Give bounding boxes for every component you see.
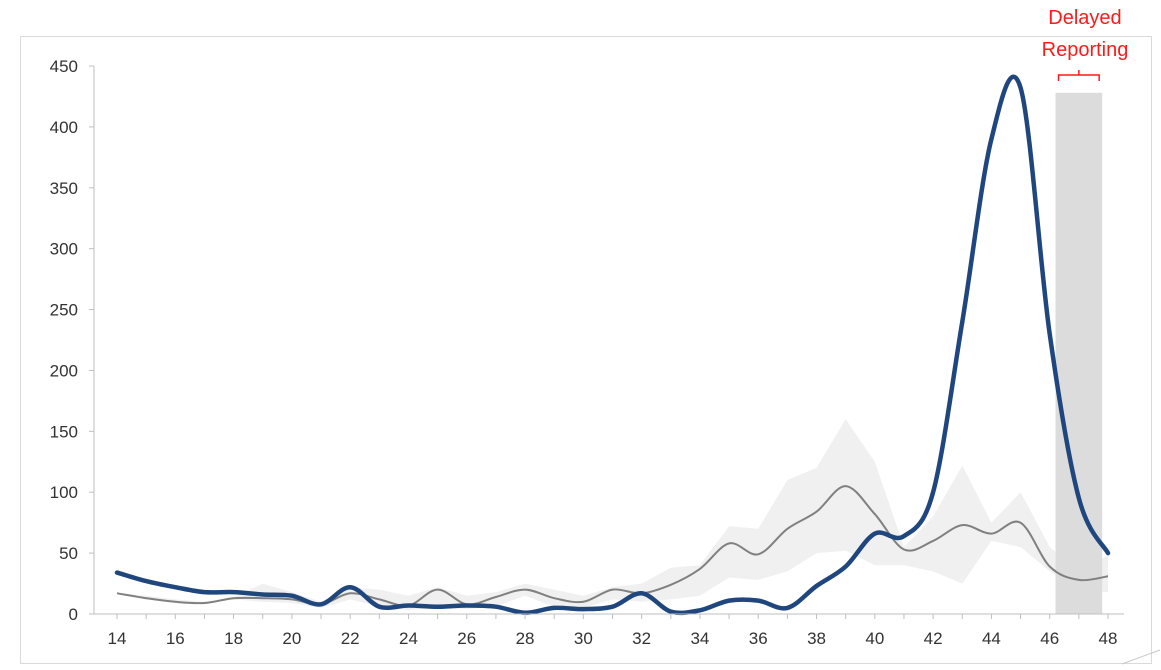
range-band bbox=[117, 419, 1108, 611]
x-tick-label: 32 bbox=[632, 629, 651, 648]
axes bbox=[93, 66, 1124, 615]
series-layer bbox=[114, 74, 1111, 616]
x-tick-label: 44 bbox=[982, 629, 1001, 648]
corner-decoration bbox=[1121, 649, 1161, 665]
chart-frame bbox=[20, 36, 1152, 664]
x-tick-label: 36 bbox=[749, 629, 768, 648]
x-tick-label: 42 bbox=[924, 629, 943, 648]
x-tick-label: 22 bbox=[341, 629, 360, 648]
x-tick-label: 46 bbox=[1040, 629, 1059, 648]
x-tick-label: 14 bbox=[108, 629, 127, 648]
y-tick-label: 250 bbox=[50, 301, 78, 320]
x-tick-label: 26 bbox=[457, 629, 476, 648]
x-tick-label: 48 bbox=[1099, 629, 1118, 648]
annotation-bracket bbox=[1057, 70, 1100, 81]
current-season-line bbox=[114, 74, 1111, 616]
x-tick-label: 34 bbox=[690, 629, 709, 648]
y-tick-label: 100 bbox=[50, 483, 78, 502]
y-tick-label: 350 bbox=[50, 179, 78, 198]
x-tick-label: 28 bbox=[516, 629, 535, 648]
annotation-line-2: Reporting bbox=[1042, 39, 1129, 61]
y-tick-label: 150 bbox=[50, 422, 78, 441]
delayed-reporting-annotation: Delayed Reporting bbox=[1042, 7, 1129, 81]
x-tick-label: 18 bbox=[224, 629, 243, 648]
y-tick-label: 50 bbox=[59, 544, 78, 563]
y-tick-label: 450 bbox=[50, 57, 78, 76]
delayed-reporting-shade bbox=[1055, 92, 1103, 614]
y-tick-labels: 0 50 100 150 200 250 300 350 400 450 bbox=[50, 57, 94, 624]
x-tick-label: 20 bbox=[282, 629, 301, 648]
x-tick-label: 40 bbox=[865, 629, 884, 648]
y-tick-label: 300 bbox=[50, 240, 78, 259]
y-tick-label: 0 bbox=[69, 605, 78, 624]
x-tick-label: 30 bbox=[574, 629, 593, 648]
x-tick-label: 24 bbox=[399, 629, 418, 648]
delayed-reporting-shade-layer bbox=[1055, 92, 1103, 614]
y-tick-label: 400 bbox=[50, 118, 78, 137]
x-tick-label: 16 bbox=[166, 629, 185, 648]
y-tick-label: 200 bbox=[50, 361, 78, 380]
x-tick-label: 38 bbox=[807, 629, 826, 648]
range-band-layer bbox=[117, 419, 1108, 611]
mean-line bbox=[116, 485, 1109, 607]
annotation-line-1: Delayed bbox=[1048, 7, 1121, 29]
x-tick-labels: 14 16 18 20 22 24 26 28 30 32 34 36 38 40 42 44 46 48 bbox=[108, 614, 1118, 648]
